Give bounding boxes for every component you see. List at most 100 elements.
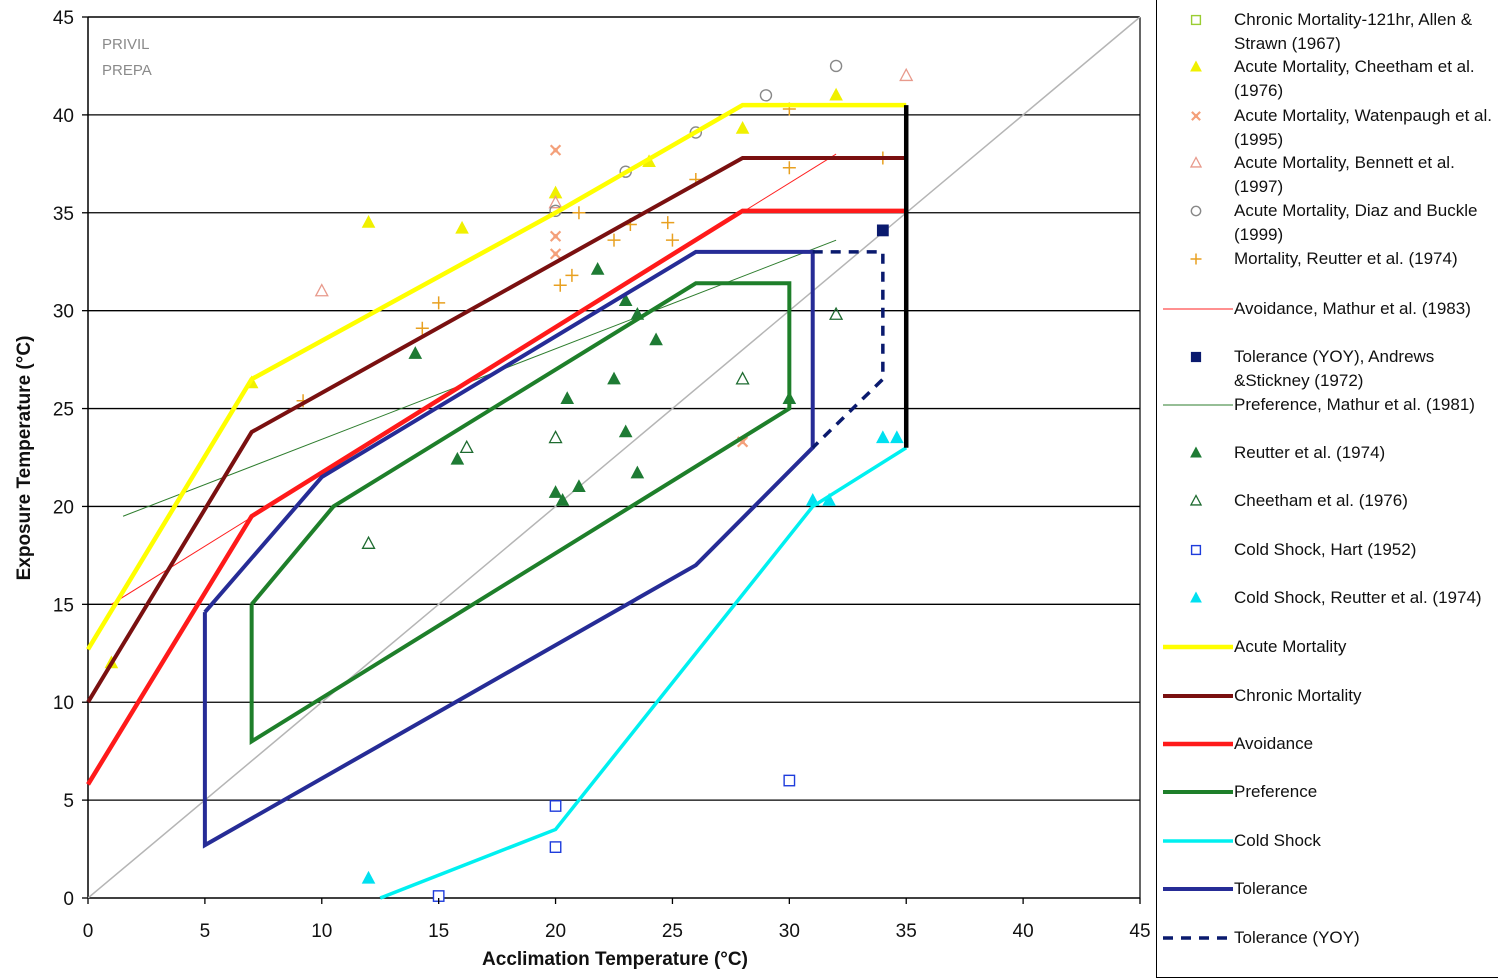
legend-label: Acute Mortality, Watenpaugh et al. (1995… (1234, 106, 1492, 149)
series-avoidance (86, 208, 907, 786)
x-tick-label: 35 (896, 921, 917, 942)
legend-label: Cold Shock, Hart (1952) (1234, 540, 1417, 559)
x-axis-title: Acclimation Temperature (°C) (482, 949, 748, 970)
y-tick-label: 45 (53, 8, 74, 29)
y-tick-label: 35 (53, 204, 74, 225)
y-tick-label: 5 (63, 791, 74, 812)
legend-marker-swatch-center (1194, 114, 1198, 118)
legend-symbol (1190, 205, 1202, 217)
tolerance-yoy-line (811, 250, 885, 449)
legend-symbol (1190, 591, 1202, 603)
reutter-et-al-1974-point (630, 465, 645, 479)
legend-label: Cold Shock, Reutter et al. (1974) (1234, 588, 1482, 607)
y-axis-ticks: 0 5 10 15 20 25 30 35 40 45 (53, 8, 88, 910)
cold-shock-reutter-et-al-1974-point (361, 870, 376, 884)
cheetham-et-al-1976-point (735, 371, 750, 385)
legend-marker-swatch (1190, 446, 1202, 458)
y-tick-label: 30 (53, 302, 74, 323)
legend-symbol (1189, 156, 1203, 168)
mortality-reutter-et-al-1974-point (553, 278, 567, 292)
tolerance-yoy-andrews-stickney-1972-point (876, 224, 889, 237)
mortality-reutter-et-al-1974-point (572, 206, 586, 220)
preference-mathur-et-al-1981-line (122, 239, 837, 517)
watermark-line-2: PREPA (102, 62, 152, 79)
legend-symbol (1190, 351, 1202, 363)
acute-mortality-cheetham-et-al-1976-point (548, 185, 563, 199)
legend-label: Cheetham et al. (1976) (1234, 491, 1408, 510)
x-tick-label: 25 (662, 921, 683, 942)
legend-label: Preference, Mathur et al. (1981) (1234, 395, 1475, 414)
x-tick-label: 45 (1129, 921, 1150, 942)
reutter-et-al-1974-point (590, 261, 605, 275)
chart-plot: PRIVIL PREPA 0 5 10 15 20 25 30 35 40 45 0 5 10 15 20… (14, 8, 1151, 970)
legend-symbol (1163, 790, 1233, 794)
legend-label: Tolerance (1234, 879, 1308, 898)
reutter-et-al-1974-point (560, 391, 575, 404)
cold-shock-line (379, 446, 908, 900)
acute-mortality-bennett-et-al-1997-point (899, 67, 914, 82)
legend-label: Cold Shock (1234, 831, 1321, 850)
cheetham-et-al-1976-point (361, 535, 376, 549)
watermark: PRIVIL PREPA (102, 36, 152, 79)
cold-shock-reutter-et-al-1974-point (876, 430, 890, 444)
acute-mortality-cheetham-et-al-1976-point (829, 87, 843, 101)
legend-symbol (1190, 14, 1202, 26)
legend-label: Avoidance (1234, 734, 1314, 753)
legend-label: Preference (1234, 782, 1318, 801)
legend-symbol (1191, 111, 1201, 121)
cold-shock-hart-1952-point (549, 800, 562, 812)
series-cheetham-et-al-1976 (361, 306, 844, 549)
watermark-line-1: PRIVIL (102, 36, 150, 53)
tolerance-line (202, 249, 815, 849)
y-axis-title: Exposure Temperature (°C) (14, 336, 35, 581)
acute-mortality-watenpaugh-et-al-1995-point-center (740, 439, 745, 445)
preference-line (249, 281, 792, 745)
legend-label: Acute Mortality (1234, 637, 1347, 656)
acute-mortality-diaz-and-buckle-1999-point (759, 89, 773, 102)
legend-label: Reutter et al. (1974) (1234, 443, 1386, 462)
y-tick-label: 25 (53, 400, 74, 421)
reference-line (87, 16, 1141, 899)
legend-marker-swatch (1190, 591, 1202, 603)
series-preference-mathur-et-al-1981 (122, 239, 837, 517)
reutter-et-al-1974-point (618, 424, 633, 438)
series-acute-mortality-watenpaugh-et-al-1995 (549, 144, 749, 448)
legend-symbol (1163, 839, 1233, 843)
legend-marker-swatch (1190, 253, 1202, 265)
legend-symbol (1163, 887, 1233, 891)
y-tick-label: 40 (53, 106, 74, 127)
legend-label: Avoidance, Mathur et al. (1983) (1234, 299, 1471, 318)
reutter-et-al-1974-point (607, 371, 621, 385)
series-acute-mortality (86, 102, 907, 651)
reutter-et-al-1974-point (618, 293, 633, 307)
acute-mortality-cheetham-et-al-1976-point (735, 121, 750, 134)
x-tick-label: 20 (545, 921, 566, 942)
legend-symbol (1163, 694, 1233, 698)
legend-marker-swatch (1190, 60, 1202, 72)
legend-marker-swatch (1190, 351, 1202, 363)
y-tick-label: 10 (53, 693, 74, 714)
series-cold-shock-hart-1952 (432, 774, 796, 902)
legend-symbol (1163, 644, 1233, 650)
x-axis-ticks: 0 5 10 15 20 25 30 35 40 45 (83, 898, 1151, 942)
acute-mortality-bennett-et-al-1997-point (548, 195, 563, 209)
cold-shock-hart-1952-point (549, 841, 562, 853)
reference-diagonal-line (87, 16, 1141, 899)
x-tick-label: 30 (779, 921, 800, 942)
cold-shock-hart-1952-point (783, 774, 796, 787)
legend-marker-swatch (1190, 544, 1202, 556)
legend-symbol (1163, 936, 1233, 940)
mortality-reutter-et-al-1974-point (565, 268, 579, 282)
legend-label: Acute Mortality, Cheetham et al. (1976) (1234, 57, 1475, 100)
acute-mortality-watenpaugh-et-al-1995-point-center (553, 233, 558, 239)
mortality-reutter-et-al-1974-point (782, 161, 796, 175)
legend-symbol (1190, 446, 1202, 458)
cheetham-et-al-1976-point (459, 439, 474, 454)
mortality-reutter-et-al-1974-point (665, 233, 679, 247)
legend-symbol (1163, 404, 1233, 406)
avoidance-line (86, 208, 907, 786)
gridlines (87, 16, 1141, 899)
legend-label: Mortality, Reutter et al. (1974) (1234, 249, 1458, 268)
series-preference (249, 281, 792, 745)
legend-marker-swatch (1189, 156, 1203, 168)
